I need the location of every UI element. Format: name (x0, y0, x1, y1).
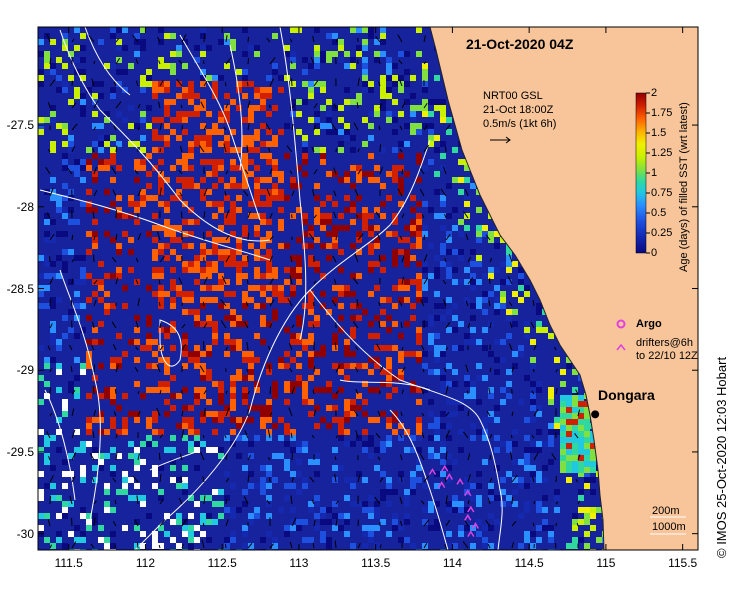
x-tick-label: 112 (135, 556, 156, 570)
land-mass (430, 27, 698, 550)
drifter-marker (467, 505, 475, 513)
drifter-legend-icon (616, 343, 626, 351)
colorbar-tick-label: 1.75 (651, 107, 673, 119)
drifter-tracks (428, 464, 480, 538)
y-tick-label: -28.5 (6, 281, 34, 296)
contour-legend-1000m: 1000m (652, 521, 686, 533)
drifter-marker (441, 464, 449, 472)
argo-legend-icon (616, 319, 626, 329)
coastline (429, 27, 605, 550)
y-tick-label: -29 (16, 363, 34, 378)
drifter-marker (464, 513, 472, 521)
colorbar-tick-label: 0.5 (651, 207, 667, 219)
drifter-marker (438, 481, 446, 489)
x-tick-label: 114 (442, 556, 462, 570)
colorbar-tick-label: 0.75 (651, 187, 673, 199)
current-legend-source: NRT00 GSL (483, 90, 543, 102)
colorbar-tick-label: 1.25 (651, 147, 673, 159)
y-tick-label: -28 (16, 199, 34, 214)
colorbar-tick-label: 0.25 (651, 227, 673, 239)
drifter-marker (428, 468, 437, 475)
colorbar-tick-label: 2 (651, 87, 658, 99)
current-legend-arrowhead (505, 136, 511, 144)
drifter-marker (467, 530, 475, 538)
x-tick-label: 112.5 (207, 556, 237, 570)
drifters-legend-line2: to 22/10 12Z (636, 350, 698, 362)
drifter-marker (471, 522, 480, 529)
x-tick-label: 114.5 (514, 556, 544, 570)
colorbar-tick-label: 0 (651, 247, 658, 259)
sst-age-mosaic (38, 27, 608, 550)
drifter-marker (456, 477, 464, 485)
drifter-marker (445, 472, 453, 480)
x-tick-label: 115.5 (668, 556, 698, 570)
x-tick-label: 111.5 (54, 556, 83, 570)
city-marker (591, 410, 600, 419)
x-tick-marks (68, 27, 684, 550)
drifter-marker (464, 489, 472, 497)
y-tick-label: -29.5 (6, 444, 34, 459)
x-tick-label: 113.5 (361, 556, 391, 570)
y-tick-label: -27.5 (6, 118, 34, 133)
x-tick-label: 115 (596, 556, 616, 570)
contour-legend-200m: 200m (652, 505, 680, 517)
map-title: 21-Oct-2020 04Z (466, 36, 574, 52)
bathymetry-contours (39, 27, 503, 550)
current-vectors (45, 33, 581, 549)
colorbar-tick-label: 1 (651, 167, 658, 179)
argo-legend-label: Argo (636, 318, 662, 330)
colorbar-ticks (646, 92, 650, 254)
y-tick-marks (38, 124, 698, 535)
x-tick-label: 113 (289, 556, 309, 570)
colorbar (635, 92, 647, 254)
colorbar-tick-label: 1.5 (651, 127, 667, 139)
city-label-dongara: Dongara (598, 387, 655, 403)
copyright-label: © IMOS 25-Oct-2020 12:03 Hobart (714, 356, 729, 558)
current-legend-time: 21-Oct 18:00Z (483, 104, 554, 116)
colorbar-label: Age (days) of filled SST (wrt latest) (678, 102, 690, 272)
drifters-legend-line1: drifters@6h (636, 337, 694, 349)
current-legend-scale: 0.5m/s (1kt 6h) (483, 118, 557, 130)
y-tick-label: -30 (16, 526, 34, 541)
